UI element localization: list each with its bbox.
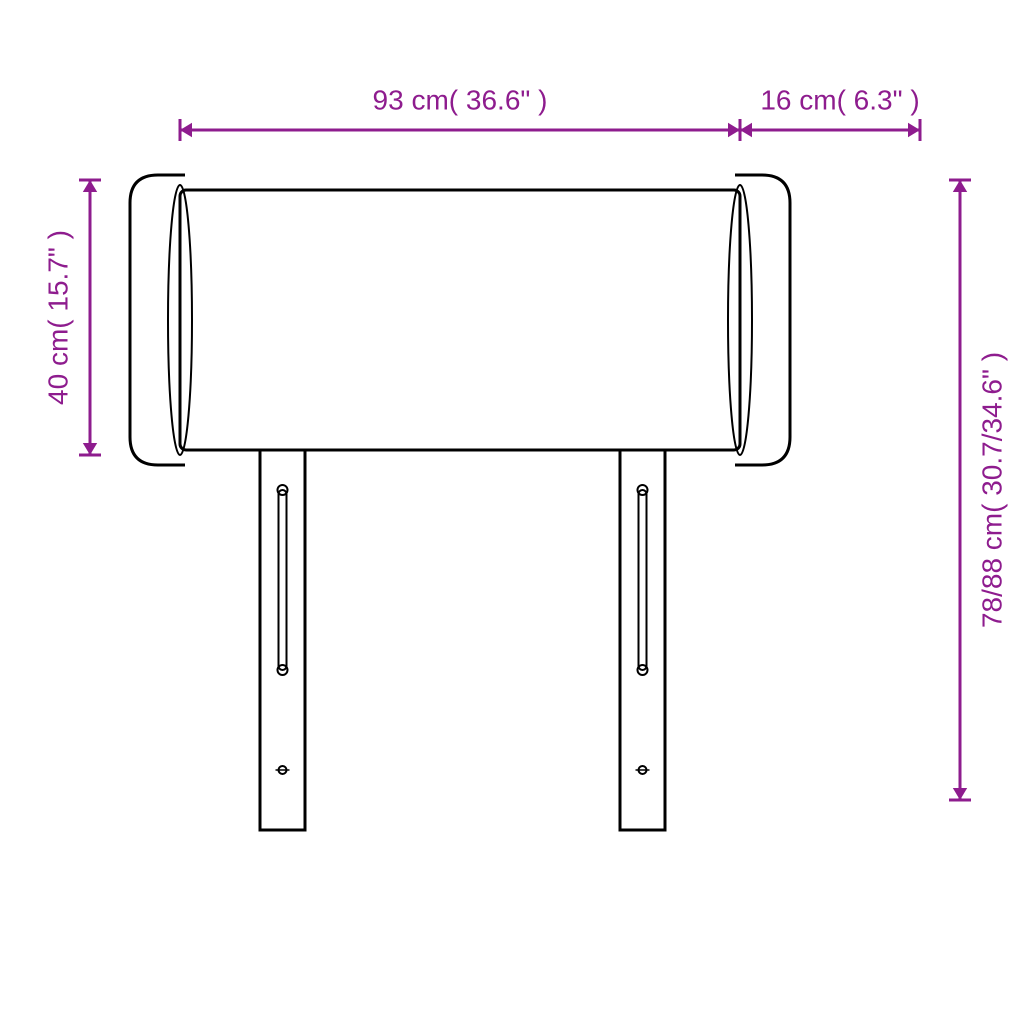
dim-label-width-side: 16 cm( 6.3" ) [760, 84, 919, 115]
dim-label-height-panel: 40 cm( 15.7" ) [42, 230, 73, 405]
dimension-diagram: 93 cm( 36.6" ) 16 cm( 6.3" ) 40 cm( 15.7" … [0, 0, 1024, 1024]
dim-label-height-total: 78/88 cm( 30.7/34.6" ) [976, 352, 1007, 628]
dim-label-width-main: 93 cm( 36.6" ) [373, 84, 548, 115]
headboard-outline [130, 175, 790, 830]
